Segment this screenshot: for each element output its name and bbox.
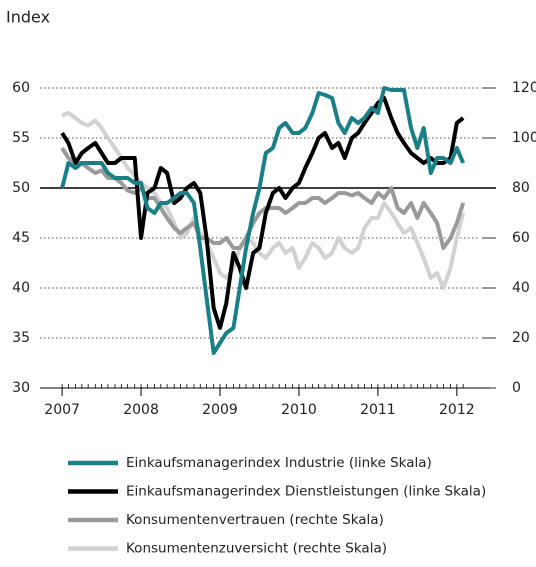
- x-tick-label: 2012: [439, 402, 475, 418]
- y-tick-label: 55: [12, 130, 30, 146]
- series-line: [61, 111, 466, 290]
- y2-tick-label: 40: [512, 280, 530, 296]
- y-tick-label: 45: [12, 230, 30, 246]
- x-tick-label: 2007: [44, 402, 80, 418]
- x-tick-label: 2010: [281, 402, 317, 418]
- legend-label: Einkaufsmanagerindex Dienstleistungen (l…: [126, 484, 486, 500]
- y-tick-label: 40: [12, 280, 30, 296]
- y2-tick-label: 80: [512, 180, 530, 196]
- x-tick-label: 2008: [123, 402, 159, 418]
- x-tick-label: 2011: [360, 402, 396, 418]
- y2-tick-label: 20: [512, 330, 530, 346]
- series-line: [60, 86, 466, 355]
- y2-tick-label: 60: [512, 230, 530, 246]
- chart-subtitle: Index: [6, 8, 50, 27]
- y2-tick-label: 100: [512, 130, 536, 146]
- series-line: [60, 96, 465, 330]
- y-tick-label: 50: [12, 180, 30, 196]
- legend-label: Konsumentenvertrauen (rechte Skala): [126, 512, 384, 528]
- y-tick-label: 30: [12, 380, 30, 396]
- y2-tick-label: 0: [512, 380, 521, 396]
- y-tick-label: 35: [12, 330, 30, 346]
- legend-label: Einkaufsmanagerindex Industrie (linke Sk…: [126, 455, 432, 471]
- y2-tick-label: 120: [512, 80, 536, 96]
- legend-label: Konsumentenzuversicht (rechte Skala): [126, 541, 387, 557]
- y-tick-label: 60: [12, 80, 30, 96]
- x-tick-label: 2009: [202, 402, 238, 418]
- series-line: [60, 146, 466, 250]
